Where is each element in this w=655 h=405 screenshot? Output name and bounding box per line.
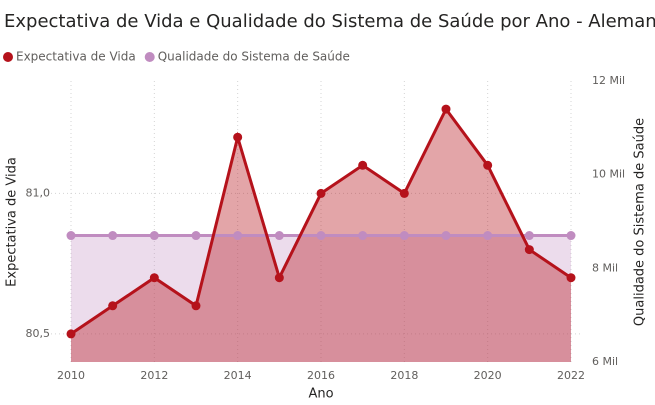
point: [524, 245, 534, 255]
point: [66, 329, 76, 339]
point: [274, 273, 284, 283]
x-tick-label: 2020: [474, 369, 502, 382]
point: [316, 188, 326, 198]
x-tick-label: 2022: [557, 369, 585, 382]
legend-marker: [3, 52, 13, 62]
point: [524, 231, 534, 241]
point: [399, 231, 409, 241]
point: [358, 231, 368, 241]
point: [191, 301, 201, 311]
point: [191, 231, 201, 241]
x-axis-title: Ano: [308, 387, 333, 402]
point: [108, 301, 118, 311]
x-tick-label: 2014: [224, 369, 252, 382]
point: [483, 160, 493, 170]
y2-tick-label: 12 Mil: [592, 74, 625, 87]
point: [483, 231, 493, 241]
y2-tick-label: 6 Mil: [592, 355, 618, 368]
point: [108, 231, 118, 241]
legend-label: Qualidade do Sistema de Saúde: [158, 50, 350, 64]
chart-title: Expectativa de Vida e Qualidade do Siste…: [4, 11, 655, 32]
legend-label: Expectativa de Vida: [16, 50, 136, 64]
x-tick-label: 2012: [140, 369, 168, 382]
point: [358, 160, 368, 170]
point: [233, 231, 243, 241]
y-axis-title: Expectativa de Vida: [5, 157, 20, 287]
point: [441, 231, 451, 241]
point: [399, 188, 409, 198]
x-tick-label: 2016: [307, 369, 335, 382]
x-tick-label: 2010: [57, 369, 85, 382]
point: [233, 132, 243, 142]
point: [441, 104, 451, 114]
point: [66, 231, 76, 241]
y2-tick-label: 10 Mil: [592, 168, 625, 181]
legend-marker: [144, 52, 155, 62]
x-tick-label: 2018: [390, 369, 418, 382]
y-tick-label: 81,0: [26, 186, 51, 199]
point: [566, 273, 576, 283]
y2-tick-label: 8 Mil: [592, 261, 618, 274]
point: [566, 231, 576, 241]
point: [274, 231, 284, 241]
area: [71, 235, 571, 362]
y-tick-label: 80,5: [26, 327, 51, 340]
y2-axis-title: Qualidade do Sistema de Saúde: [633, 118, 648, 326]
point: [316, 231, 326, 241]
point: [149, 231, 159, 241]
point: [149, 273, 159, 283]
